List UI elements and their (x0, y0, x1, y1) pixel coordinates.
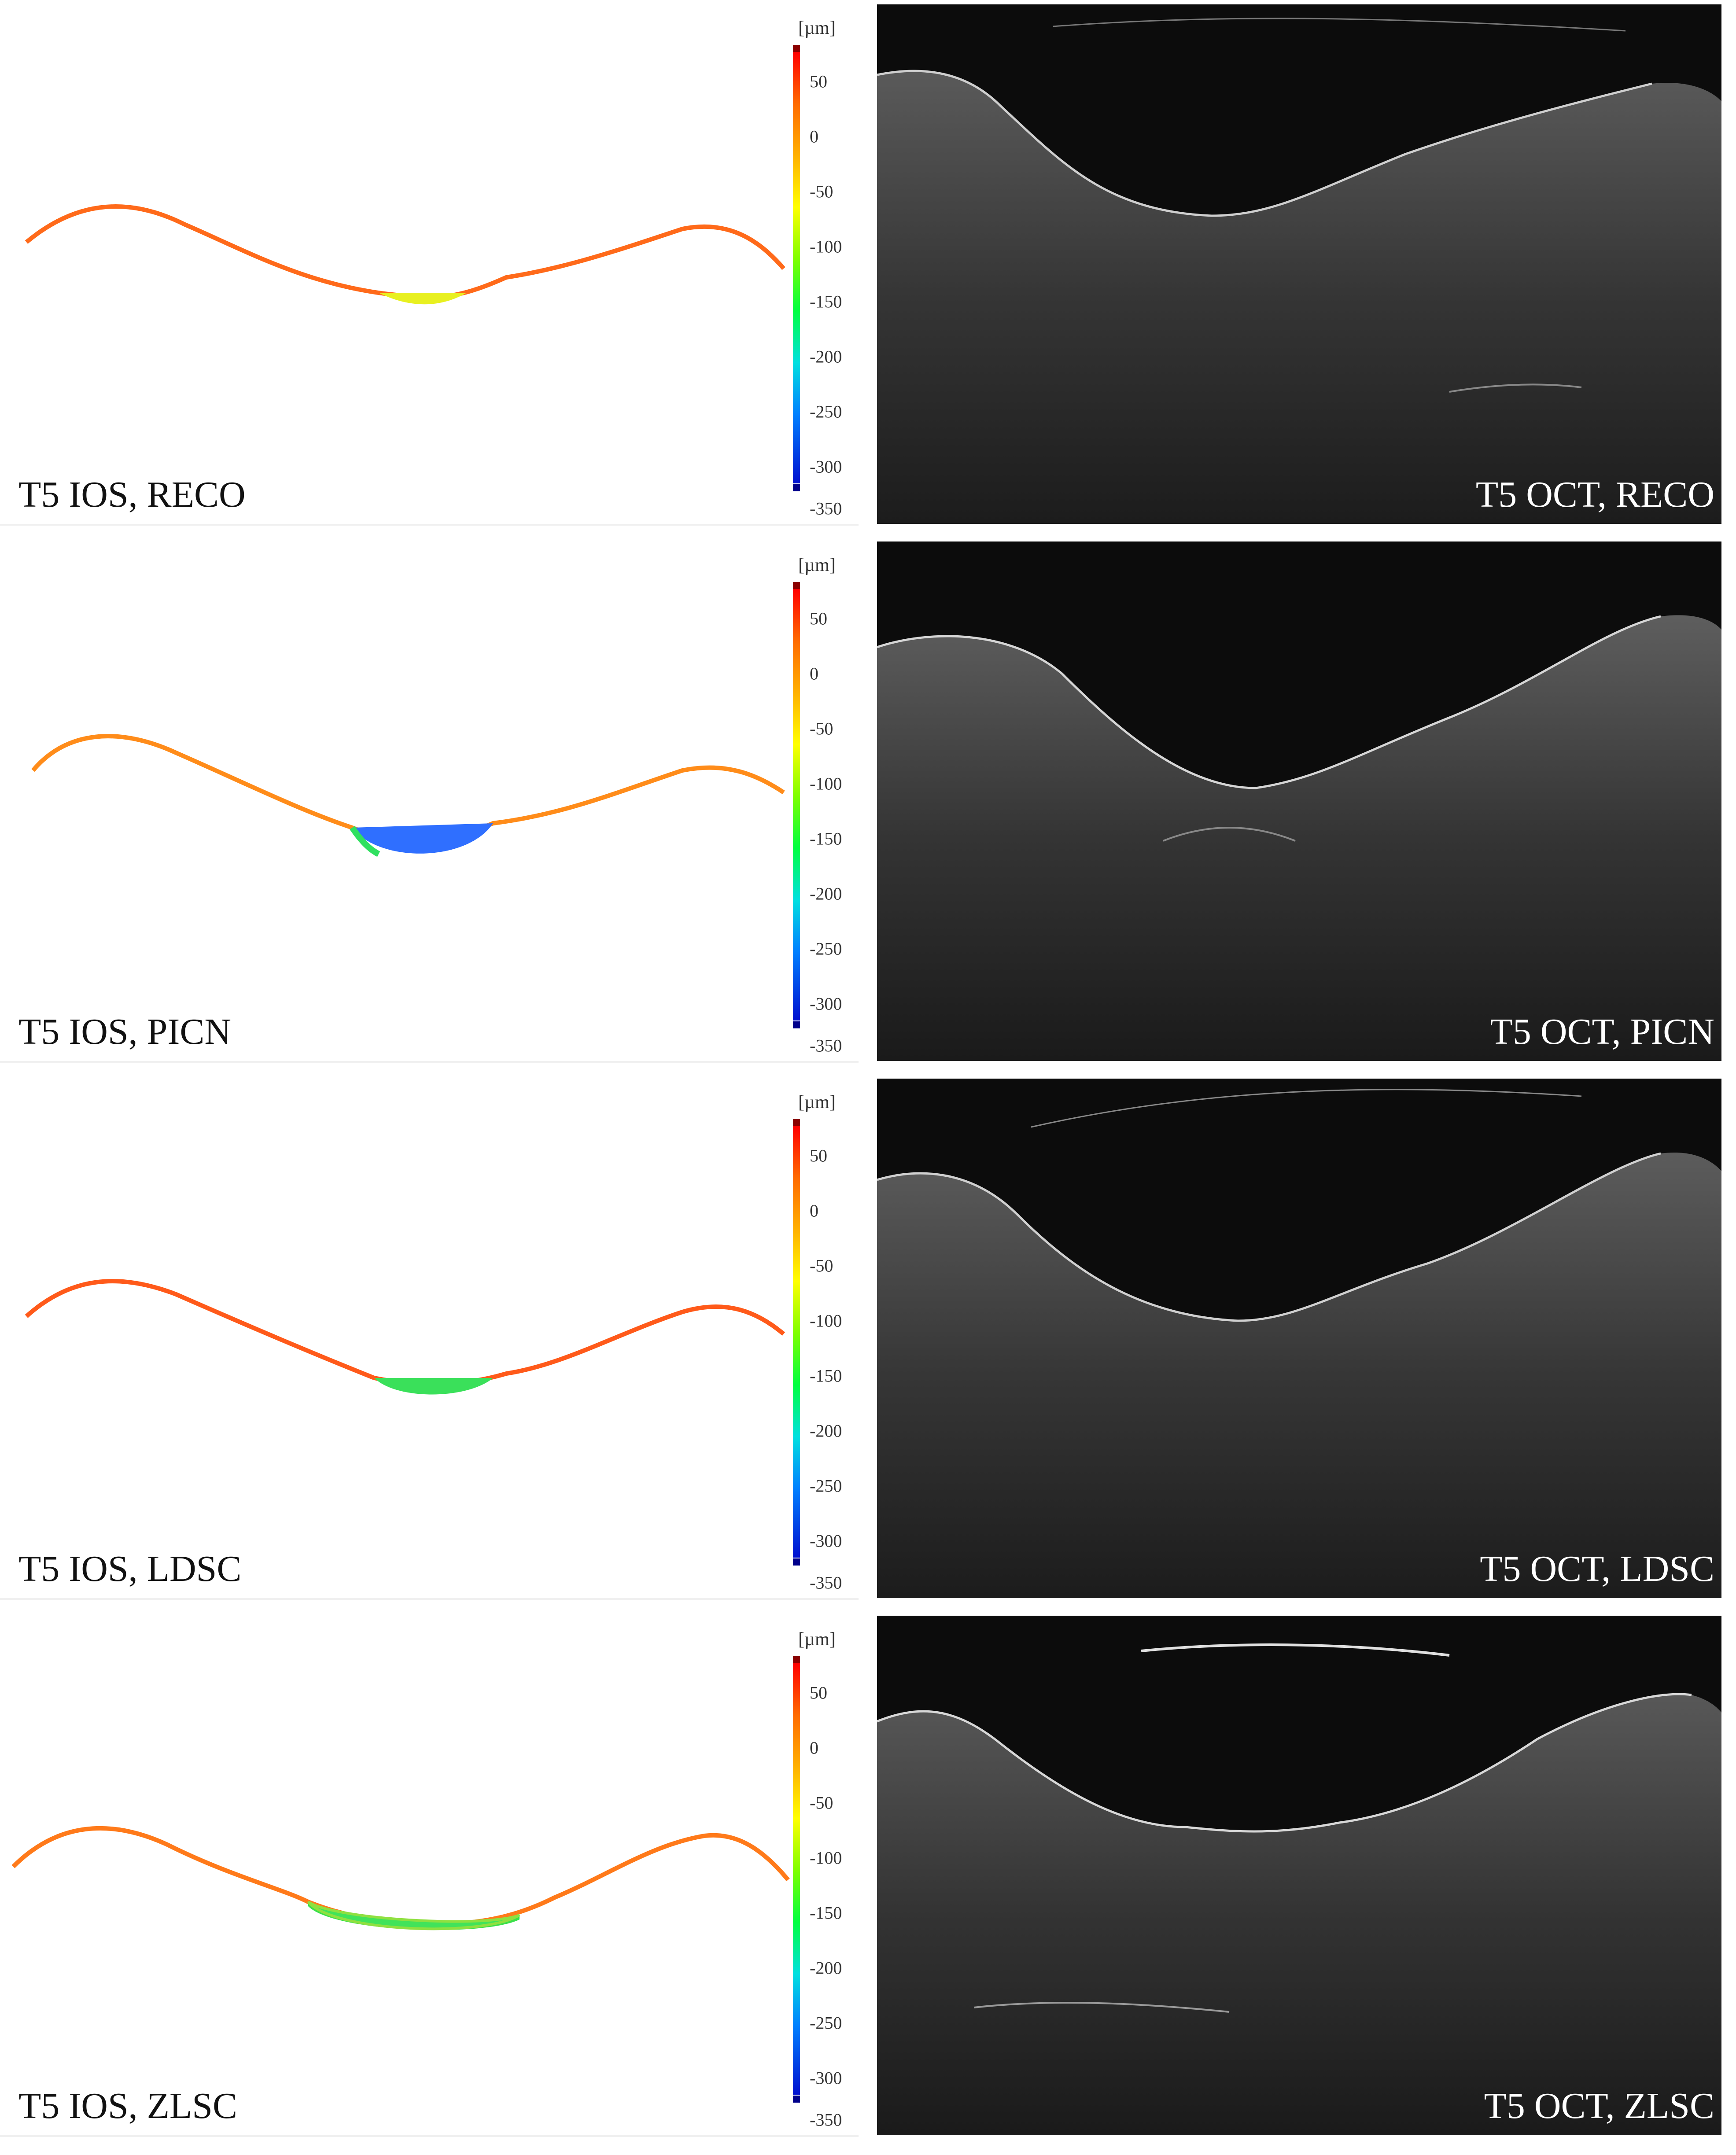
oct-scan-image: T5 OCT, LDSC (877, 1079, 1721, 1598)
scale-tick: -300 (810, 994, 842, 1014)
oct-panel-label: T5 OCT, PICN (1490, 1011, 1714, 1052)
scale-tick: -100 (810, 1848, 842, 1868)
ios-deviation-panel: [µm] 50 0 -50 -100 -150 -200 -250 -300 -… (0, 4, 859, 526)
ios-panel-label: T5 IOS, PICN (18, 1011, 232, 1052)
scale-tick: 50 (810, 608, 827, 629)
ios-profile-curve (25, 1279, 785, 1395)
scale-tick: -350 (810, 1035, 842, 1056)
scale-unit: [µm] (798, 555, 836, 575)
scale-bottom-cap (793, 1021, 800, 1028)
scale-bottom-cap (793, 2096, 800, 2103)
oct-panel-label: T5 OCT, ZLSC (1484, 2085, 1714, 2126)
scale-unit: [µm] (798, 18, 836, 38)
ios-deviation-panel: [µm] 50 0 -50 -100 -150 -200 -250 -300 -… (0, 1079, 859, 1600)
ios-profile-curve (31, 734, 785, 857)
oct-scan-image: T5 OCT, ZLSC (877, 1616, 1721, 2135)
scale-tick: 0 (810, 1201, 818, 1221)
panel-row-picn: [µm] 50 0 -50 -100 -150 -200 -250 -300 -… (0, 542, 1736, 1063)
scale-tick: -250 (810, 939, 842, 959)
scale-tick: -250 (810, 402, 842, 422)
color-scale: [µm] 50 0 -50 -100 -150 -200 -250 -300 -… (790, 555, 852, 1057)
scale-tick: -150 (810, 1366, 842, 1386)
scale-tick: -250 (810, 2013, 842, 2033)
scale-tick: -100 (810, 774, 842, 794)
scale-top-cap (793, 45, 800, 52)
scale-top-cap (793, 1119, 800, 1126)
color-scale: [µm] 50 0 -50 -100 -150 -200 -250 -300 -… (790, 1629, 852, 2131)
ios-profile-curve (11, 1826, 790, 1930)
scale-tick: -350 (810, 498, 842, 519)
scale-tick: -100 (810, 1311, 842, 1331)
ios-deviation-panel: [µm] 50 0 -50 -100 -150 -200 -250 -300 -… (0, 542, 859, 1063)
scale-gradient-bar (793, 1663, 800, 2095)
scale-tick: -200 (810, 346, 842, 367)
scale-tick: -200 (810, 1421, 842, 1441)
scale-tick: -50 (810, 181, 833, 202)
scale-tick: -100 (810, 236, 842, 257)
scale-tick: -200 (810, 884, 842, 904)
scale-bottom-cap (793, 484, 800, 491)
ios-panel-label: T5 IOS, LDSC (18, 1548, 242, 1589)
scale-tick: 50 (810, 1683, 827, 1703)
scale-tick: 0 (810, 663, 818, 684)
oct-panel-label: T5 OCT, LDSC (1480, 1548, 1714, 1589)
scale-tick: -50 (810, 718, 833, 739)
scale-top-cap (793, 1656, 800, 1663)
scale-tick: -50 (810, 1793, 833, 1813)
scale-tick: -300 (810, 457, 842, 477)
scale-top-cap (793, 582, 800, 589)
color-scale: [µm] 50 0 -50 -100 -150 -200 -250 -300 -… (790, 1092, 852, 1594)
scale-tick: -250 (810, 1476, 842, 1496)
scale-gradient-bar (793, 52, 800, 483)
scale-unit: [µm] (798, 1092, 836, 1112)
ios-deviation-panel: [µm] 50 0 -50 -100 -150 -200 -250 -300 -… (0, 1616, 859, 2137)
scale-gradient-bar (793, 589, 800, 1020)
scale-tick: -350 (810, 2110, 842, 2130)
ios-panel-label: T5 IOS, RECO (18, 474, 246, 515)
scale-tick: -150 (810, 829, 842, 849)
panel-row-zlsc: [µm] 50 0 -50 -100 -150 -200 -250 -300 -… (0, 1616, 1736, 2137)
panel-row-reco: [µm] 50 0 -50 -100 -150 -200 -250 -300 -… (0, 4, 1736, 526)
panel-row-ldsc: [µm] 50 0 -50 -100 -150 -200 -250 -300 -… (0, 1079, 1736, 1600)
ios-panel-label: T5 IOS, ZLSC (18, 2085, 238, 2126)
scale-tick: -350 (810, 1573, 842, 1593)
scale-tick: -50 (810, 1256, 833, 1276)
oct-panel-label: T5 OCT, RECO (1475, 474, 1714, 515)
ios-profile-curve (25, 204, 785, 305)
scale-tick: -300 (810, 2068, 842, 2088)
oct-scan-image: T5 OCT, RECO (877, 4, 1721, 524)
scale-tick: -200 (810, 1958, 842, 1978)
scale-tick: 0 (810, 1738, 818, 1758)
scale-gradient-bar (793, 1126, 800, 1558)
scale-unit: [µm] (798, 1629, 836, 1650)
scale-tick: 0 (810, 126, 818, 147)
color-scale: [µm] 50 0 -50 -100 -150 -200 -250 -300 -… (790, 18, 852, 519)
scale-tick: -150 (810, 291, 842, 312)
oct-tissue-shape (877, 1643, 1721, 2135)
scale-tick: 50 (810, 1146, 827, 1166)
scale-tick: 50 (810, 71, 827, 92)
oct-tissue-shape (877, 1089, 1721, 1598)
scale-tick: -150 (810, 1903, 842, 1923)
scale-tick: -300 (810, 1531, 842, 1551)
oct-tissue-shape (877, 615, 1721, 1061)
oct-scan-image: T5 OCT, PICN (877, 542, 1721, 1061)
oct-tissue-shape (877, 18, 1721, 524)
scale-bottom-cap (793, 1558, 800, 1566)
